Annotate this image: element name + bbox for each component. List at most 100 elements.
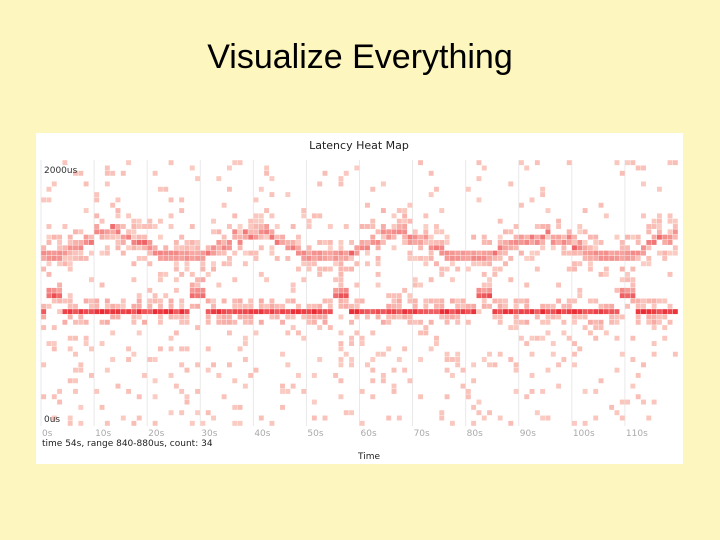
- heatmap-cell[interactable]: [667, 319, 673, 325]
- heatmap-cell[interactable]: [418, 330, 423, 336]
- heatmap-cell[interactable]: [630, 266, 636, 272]
- heatmap-cell[interactable]: [205, 271, 211, 277]
- heatmap-cell[interactable]: [550, 341, 556, 346]
- heatmap-cell[interactable]: [327, 325, 333, 331]
- heatmap-cell[interactable]: [46, 303, 52, 309]
- heatmap-cell[interactable]: [434, 229, 439, 235]
- heatmap-cell[interactable]: [587, 319, 593, 325]
- heatmap-cell[interactable]: [577, 287, 583, 293]
- heatmap-cell[interactable]: [609, 303, 615, 309]
- heatmap-cell[interactable]: [83, 341, 89, 346]
- heatmap-cell[interactable]: [41, 197, 47, 203]
- heatmap-cell[interactable]: [449, 255, 455, 261]
- heatmap-cell[interactable]: [269, 250, 275, 256]
- heatmap-cell[interactable]: [311, 415, 317, 421]
- heatmap-cell[interactable]: [126, 160, 132, 166]
- heatmap-cell[interactable]: [110, 234, 116, 240]
- heatmap-cell[interactable]: [285, 309, 291, 315]
- heatmap-cell[interactable]: [662, 314, 668, 320]
- heatmap-cell[interactable]: [641, 261, 646, 267]
- heatmap-cell[interactable]: [471, 309, 477, 315]
- heatmap-cell[interactable]: [455, 298, 461, 304]
- heatmap-cell[interactable]: [296, 245, 301, 251]
- heatmap-cell[interactable]: [577, 229, 583, 235]
- heatmap-cell[interactable]: [195, 362, 201, 368]
- heatmap-cell[interactable]: [205, 314, 211, 320]
- heatmap-cell[interactable]: [646, 319, 652, 325]
- heatmap-cell[interactable]: [513, 367, 519, 373]
- heatmap-cell[interactable]: [115, 314, 121, 320]
- heatmap-cell[interactable]: [391, 229, 397, 235]
- heatmap-cell[interactable]: [412, 234, 418, 240]
- heatmap-cell[interactable]: [184, 346, 190, 352]
- heatmap-cell[interactable]: [380, 234, 386, 240]
- heatmap-cell[interactable]: [672, 351, 678, 357]
- heatmap-cell[interactable]: [359, 298, 365, 304]
- heatmap-cell[interactable]: [380, 351, 386, 357]
- heatmap-cell[interactable]: [646, 240, 652, 245]
- heatmap-cell[interactable]: [163, 245, 169, 251]
- heatmap-cell[interactable]: [136, 293, 142, 299]
- heatmap-cell[interactable]: [110, 303, 116, 309]
- heatmap-cell[interactable]: [338, 181, 344, 187]
- heatmap-cell[interactable]: [168, 303, 174, 309]
- heatmap-cell[interactable]: [572, 234, 577, 240]
- heatmap-cell[interactable]: [423, 325, 429, 331]
- heatmap-cell[interactable]: [534, 314, 540, 320]
- heatmap-cell[interactable]: [593, 240, 599, 245]
- heatmap-cell[interactable]: [78, 170, 84, 176]
- heatmap-cell[interactable]: [407, 234, 413, 240]
- heatmap-cell[interactable]: [582, 420, 588, 426]
- heatmap-cell[interactable]: [168, 250, 174, 256]
- heatmap-cell[interactable]: [434, 309, 439, 315]
- heatmap-cell[interactable]: [73, 309, 78, 315]
- heatmap-cell[interactable]: [476, 255, 482, 261]
- heatmap-cell[interactable]: [556, 362, 562, 368]
- heatmap-cell[interactable]: [646, 229, 652, 235]
- heatmap-cell[interactable]: [200, 287, 206, 293]
- heatmap-cell[interactable]: [131, 303, 137, 309]
- heatmap-cell[interactable]: [518, 298, 524, 304]
- heatmap-cell[interactable]: [301, 388, 307, 394]
- heatmap-cell[interactable]: [619, 314, 625, 320]
- heatmap-cell[interactable]: [317, 266, 323, 272]
- heatmap-cell[interactable]: [338, 330, 344, 336]
- heatmap-cell[interactable]: [582, 229, 588, 235]
- heatmap-cell[interactable]: [582, 388, 588, 394]
- heatmap-cell[interactable]: [157, 218, 163, 224]
- heatmap-cell[interactable]: [656, 224, 662, 229]
- heatmap-cell[interactable]: [131, 240, 137, 245]
- heatmap-cell[interactable]: [656, 250, 662, 256]
- heatmap-cell[interactable]: [327, 309, 333, 315]
- heatmap-cell[interactable]: [311, 255, 317, 261]
- heatmap-cell[interactable]: [529, 351, 535, 357]
- heatmap-cell[interactable]: [540, 192, 546, 198]
- heatmap-cell[interactable]: [264, 208, 270, 213]
- heatmap-cell[interactable]: [513, 224, 519, 229]
- heatmap-cell[interactable]: [481, 255, 487, 261]
- heatmap-cell[interactable]: [556, 224, 562, 229]
- heatmap-cell[interactable]: [423, 234, 429, 240]
- heatmap-cell[interactable]: [386, 309, 392, 315]
- heatmap-cell[interactable]: [41, 309, 47, 315]
- heatmap-cell[interactable]: [598, 309, 604, 315]
- heatmap-cell[interactable]: [62, 250, 68, 256]
- heatmap-cell[interactable]: [577, 240, 583, 245]
- heatmap-cell[interactable]: [412, 277, 418, 283]
- heatmap-cell[interactable]: [41, 266, 47, 272]
- heatmap-cell[interactable]: [572, 298, 577, 304]
- heatmap-cell[interactable]: [503, 245, 508, 251]
- heatmap-cell[interactable]: [301, 255, 307, 261]
- heatmap-cell[interactable]: [481, 298, 487, 304]
- heatmap-cell[interactable]: [550, 309, 556, 315]
- heatmap-cell[interactable]: [550, 240, 556, 245]
- heatmap-cell[interactable]: [205, 309, 211, 315]
- heatmap-cell[interactable]: [449, 250, 455, 256]
- heatmap-cell[interactable]: [444, 394, 450, 400]
- heatmap-cell[interactable]: [179, 309, 185, 315]
- heatmap-cell[interactable]: [465, 266, 471, 272]
- heatmap-cell[interactable]: [205, 367, 211, 373]
- heatmap-cell[interactable]: [311, 250, 317, 256]
- heatmap-cell[interactable]: [46, 186, 52, 192]
- heatmap-cell[interactable]: [258, 218, 264, 224]
